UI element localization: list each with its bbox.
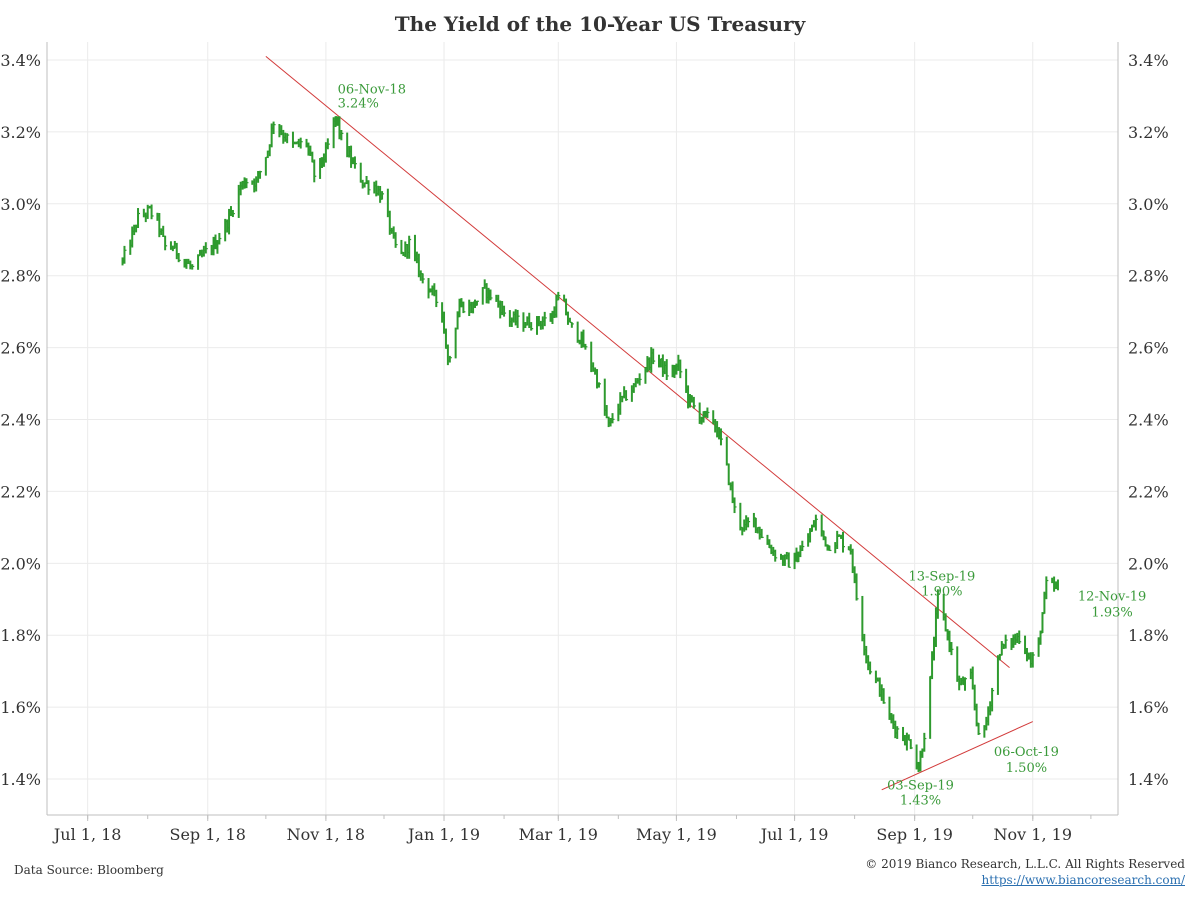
annotations: 06-Nov-183.24% 13-Sep-191.90% 03-Sep-191.4… (338, 83, 1147, 809)
copyright-text: © 2019 Bianco Research, L.L.C. All Right… (865, 857, 1185, 871)
annotation-value: 3.24% (338, 97, 379, 112)
y-tick-label-left: 1.8% (0, 626, 41, 645)
annotation-value: 1.93% (1091, 605, 1132, 620)
yield-series (121, 116, 1059, 773)
x-tick-label: Sep 1, 19 (876, 825, 952, 844)
x-tick-label: Jul 1, 19 (759, 825, 829, 844)
trendline (881, 721, 1033, 791)
chart-title: The Yield of the 10-Year US Treasury (394, 12, 806, 36)
axes (46, 42, 1119, 821)
x-tick-label: Nov 1, 18 (287, 825, 365, 844)
trendlines (265, 55, 1033, 791)
annotation-date: 06-Oct-19 (994, 745, 1059, 760)
data-source-note: Data Source: Bloomberg (14, 863, 164, 877)
annotation-value: 1.50% (1006, 761, 1047, 776)
y-tick-label-left: 2.2% (0, 482, 41, 501)
y-tick-label-right: 3.0% (1128, 195, 1169, 214)
y-tick-label-right: 3.2% (1128, 123, 1169, 142)
y-tick-label-left: 2.0% (0, 554, 41, 573)
x-tick-label: Jan 1, 19 (406, 825, 480, 844)
tick-labels: 1.4% 1.4% 1.6% 1.6% 1.8% 1.8% 2.0% 2.0% 2.2% 2.2%… (0, 51, 1168, 844)
y-tick-label-left: 1.6% (0, 698, 41, 717)
annotation-date: 03-Sep-19 (887, 778, 954, 793)
y-tick-label-right: 2.8% (1128, 267, 1169, 286)
y-tick-label-right: 1.6% (1128, 698, 1169, 717)
y-tick-label-right: 3.4% (1128, 51, 1169, 70)
copyright-block: © 2019 Bianco Research, L.L.C. All Right… (865, 856, 1185, 888)
y-tick-label-left: 3.4% (0, 51, 41, 70)
y-tick-label-left: 2.6% (0, 339, 41, 358)
y-tick-label-right: 1.4% (1128, 770, 1169, 789)
y-tick-label-right: 2.2% (1128, 482, 1169, 501)
annotation-value: 1.90% (921, 584, 962, 599)
y-tick-label-right: 1.8% (1128, 626, 1169, 645)
x-tick-label: Jul 1, 18 (52, 825, 122, 844)
y-tick-label-right: 2.4% (1128, 411, 1169, 430)
trendline (265, 55, 1010, 668)
grid-lines (47, 42, 1118, 815)
y-tick-label-right: 2.6% (1128, 339, 1169, 358)
y-tick-label-left: 1.4% (0, 770, 41, 789)
y-tick-label-left: 2.4% (0, 411, 41, 430)
x-tick-label: Nov 1, 19 (994, 825, 1072, 844)
y-tick-label-left: 2.8% (0, 267, 41, 286)
website-link[interactable]: https://www.biancoresearch.com/ (981, 873, 1185, 887)
annotation-date: 06-Nov-18 (338, 83, 406, 98)
y-tick-label-right: 2.0% (1128, 554, 1169, 573)
annotation-date: 12-Nov-19 (1078, 589, 1146, 604)
y-tick-label-left: 3.2% (0, 123, 41, 142)
annotation-date: 13-Sep-19 (908, 569, 975, 584)
annotation-value: 1.43% (900, 793, 941, 808)
x-tick-label: Sep 1, 18 (170, 825, 246, 844)
x-tick-label: May 1, 19 (636, 825, 717, 844)
y-tick-label-left: 3.0% (0, 195, 41, 214)
x-tick-label: Mar 1, 19 (519, 825, 598, 844)
